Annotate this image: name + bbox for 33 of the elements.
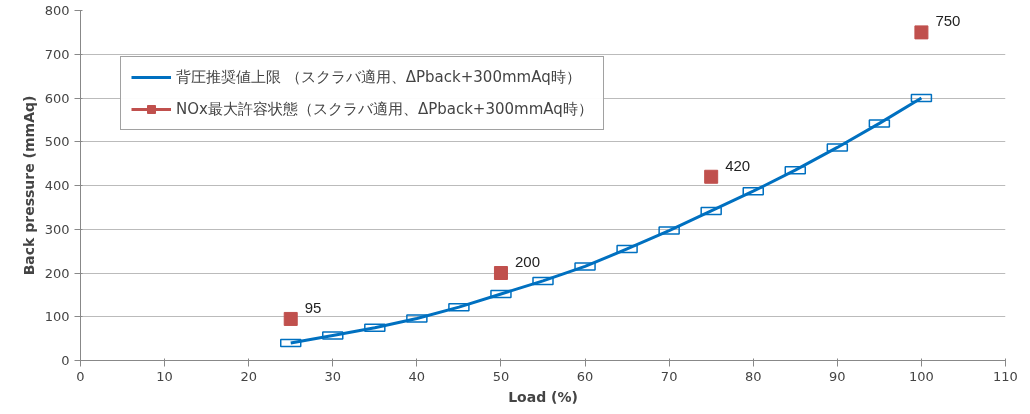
- x-tick-label: 100: [909, 368, 934, 384]
- x-tick-label: 30: [324, 368, 342, 384]
- point: [283, 311, 298, 326]
- x-tick-label: 60: [576, 368, 594, 384]
- x-tick-label: 70: [660, 368, 678, 384]
- data-label: 200: [514, 253, 540, 270]
- x-tick-label: 10: [156, 368, 173, 384]
- y-tick-label: 100: [44, 309, 70, 325]
- data-label: 95: [304, 298, 322, 316]
- y-tick-label: 300: [44, 221, 70, 237]
- data-label: 420: [725, 156, 751, 174]
- y-axis-title: Back pressure (mmAq): [20, 95, 37, 276]
- x-tick-label: 20: [240, 368, 257, 384]
- x-tick-label: 50: [492, 368, 510, 384]
- x-tick-label: 90: [829, 368, 846, 384]
- y-tick-label: 0: [61, 353, 70, 368]
- y-tick-label: 600: [44, 90, 70, 106]
- x-tick-label: 80: [744, 368, 762, 384]
- y-tick-label: 200: [44, 265, 70, 281]
- data-label: 750: [935, 12, 961, 30]
- legend-label: 背圧推奨値上限 （スクラバ適用、ΔPback+300mmAq時）: [176, 67, 581, 87]
- legend-label: NOx最大許容状態（スクラバ適用、ΔPback+300mmAq時）: [176, 99, 593, 119]
- x-tick-label: 110: [993, 368, 1018, 384]
- x-tick-label: 40: [408, 368, 426, 384]
- point: [493, 266, 508, 280]
- x-tick-label: 0: [76, 368, 85, 384]
- point: [914, 25, 929, 40]
- y-tick-label: 500: [44, 134, 70, 150]
- x-axis-title: Load (%): [508, 388, 578, 405]
- y-tick-label: 400: [44, 178, 70, 193]
- y-tick-label: 700: [44, 46, 70, 62]
- point: [704, 169, 719, 184]
- y-tick-label: 800: [44, 3, 70, 18]
